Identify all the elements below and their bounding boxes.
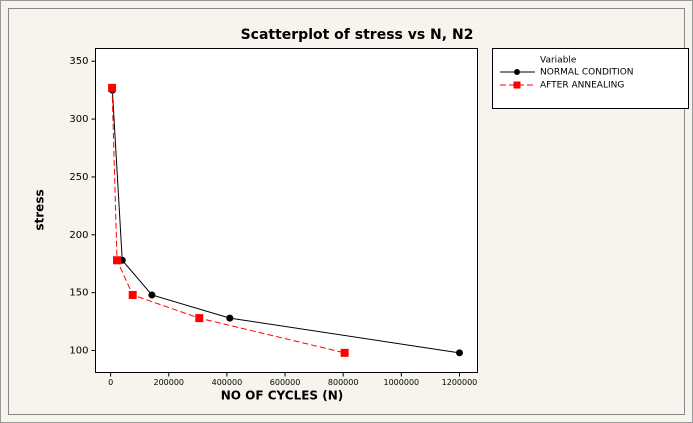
x-tick-label: 600000 xyxy=(270,378,301,387)
legend-marker xyxy=(514,69,520,75)
x-tick-label: 800000 xyxy=(328,378,359,387)
legend xyxy=(492,48,689,109)
point xyxy=(226,314,234,322)
point xyxy=(128,290,137,299)
x-tick-label: 400000 xyxy=(212,378,243,387)
x-axis-label: NO OF CYCLES (N) xyxy=(221,389,344,403)
y-tick-label: 200 xyxy=(69,230,88,241)
legend-marker xyxy=(513,81,521,89)
y-axis-label: stress xyxy=(33,189,47,230)
point xyxy=(455,349,463,357)
legend-label: AFTER ANNEALING xyxy=(540,81,624,91)
x-tick-label: 0 xyxy=(108,378,113,387)
point xyxy=(195,314,204,323)
legend-label: NORMAL CONDITION xyxy=(540,68,634,78)
y-tick-label: 250 xyxy=(69,172,88,183)
y-tick-label: 100 xyxy=(69,346,88,357)
x-tick-label: 1000000 xyxy=(384,378,420,387)
x-tick-label: 200000 xyxy=(153,378,184,387)
point xyxy=(340,348,349,357)
x-tick-label: 1200000 xyxy=(442,378,478,387)
y-tick-label: 350 xyxy=(69,56,88,67)
y-tick-label: 300 xyxy=(69,114,88,125)
chart-title: Scatterplot of stress vs N, N2 xyxy=(241,27,474,43)
point xyxy=(108,83,117,92)
legend-title: Variable xyxy=(540,56,577,66)
plot-area xyxy=(95,48,478,373)
y-tick-label: 150 xyxy=(69,288,88,299)
point xyxy=(148,291,156,299)
point xyxy=(113,256,122,265)
